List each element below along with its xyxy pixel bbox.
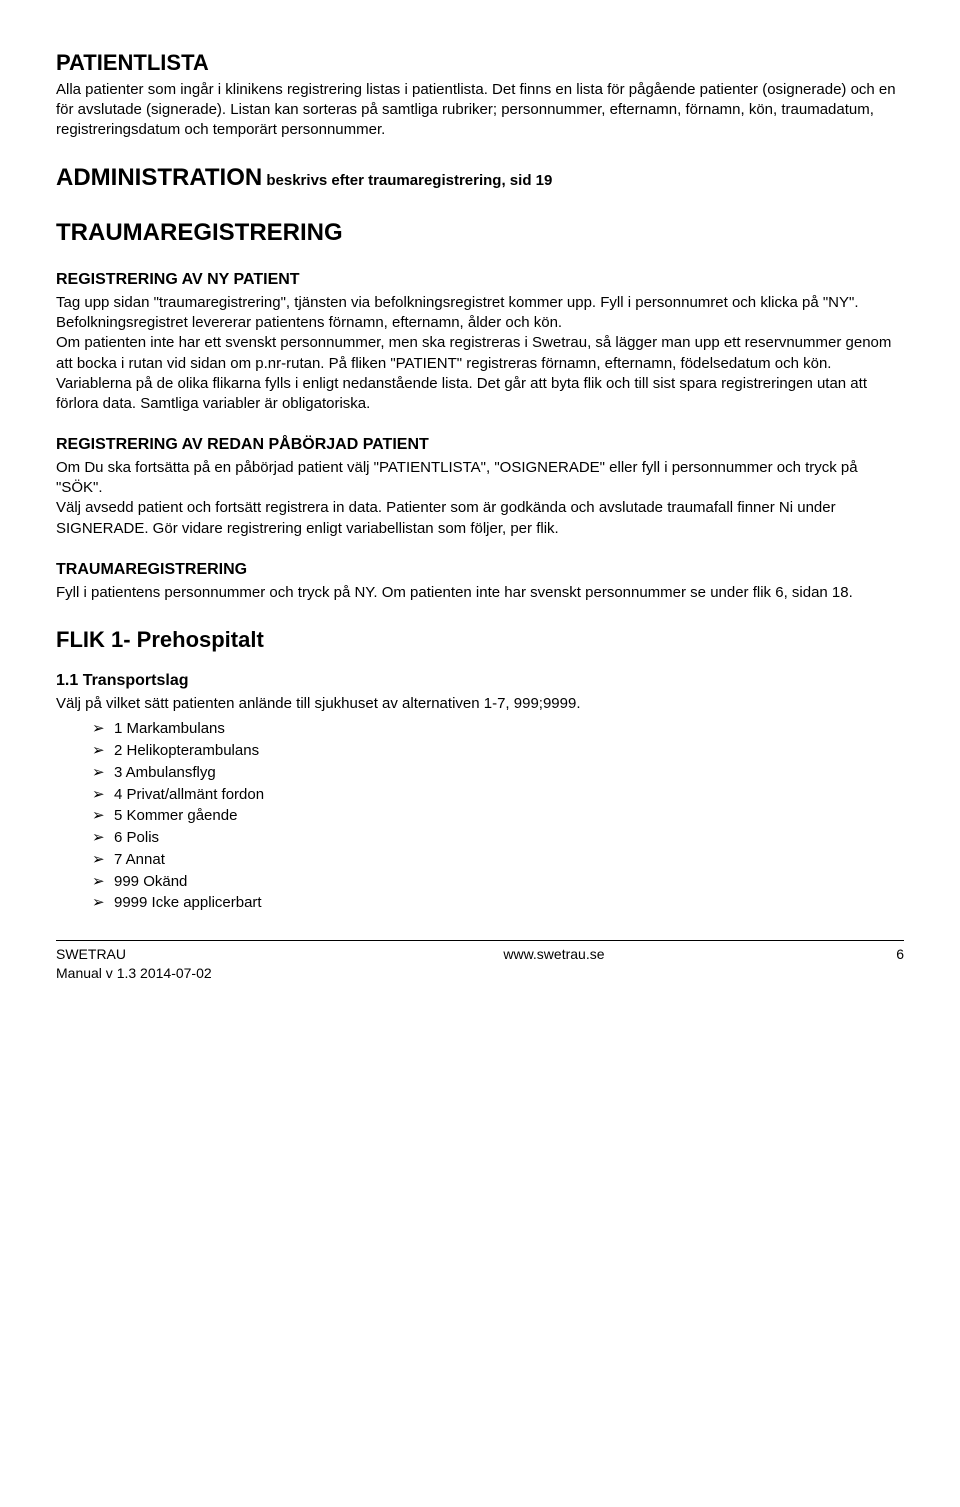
section1-body: Tag upp sidan "traumaregistrering", tjän… — [56, 293, 904, 415]
patientlista-title: PATIENTLISTA — [56, 48, 904, 78]
list-item: 7 Annat — [92, 849, 904, 871]
section2-body: Om Du ska fortsätta på en påbörjad patie… — [56, 458, 904, 539]
list-item: 5 Kommer gående — [92, 805, 904, 827]
footer-left-1: SWETRAU — [56, 945, 212, 964]
patientlista-body: Alla patienter som ingår i klinikens reg… — [56, 80, 904, 141]
flik1-options-list: 1 Markambulans 2 Helikopterambulans 3 Am… — [92, 718, 904, 914]
administration-title: ADMINISTRATION — [56, 164, 262, 191]
list-item: 9999 Icke applicerbart — [92, 892, 904, 914]
flik1-sub-heading: 1.1 Transportslag — [56, 670, 904, 692]
section3-heading: TRAUMAREGISTRERING — [56, 559, 904, 581]
flik1-sub-intro: Välj på vilket sätt patienten anlände ti… — [56, 694, 904, 714]
list-item: 2 Helikopterambulans — [92, 740, 904, 762]
section3-body: Fyll i patientens personnummer och tryck… — [56, 583, 904, 603]
traumaregistrering-title: TRAUMAREGISTRERING — [56, 217, 904, 249]
section2-heading: REGISTRERING AV REDAN PÅBÖRJAD PATIENT — [56, 434, 904, 456]
list-item: 3 Ambulansflyg — [92, 762, 904, 784]
administration-heading: ADMINISTRATION beskrivs efter traumaregi… — [56, 162, 904, 194]
list-item: 999 Okänd — [92, 871, 904, 893]
page-footer: SWETRAU Manual v 1.3 2014-07-02 www.swet… — [56, 940, 904, 983]
section1-heading: REGISTRERING AV NY PATIENT — [56, 269, 904, 291]
footer-center: www.swetrau.se — [212, 945, 897, 983]
footer-left-2: Manual v 1.3 2014-07-02 — [56, 964, 212, 983]
flik1-title: FLIK 1- Prehospitalt — [56, 625, 904, 655]
footer-page-number: 6 — [896, 945, 904, 983]
list-item: 4 Privat/allmänt fordon — [92, 784, 904, 806]
administration-suffix: beskrivs efter traumaregistrering, sid 1… — [262, 172, 552, 189]
list-item: 6 Polis — [92, 827, 904, 849]
list-item: 1 Markambulans — [92, 718, 904, 740]
